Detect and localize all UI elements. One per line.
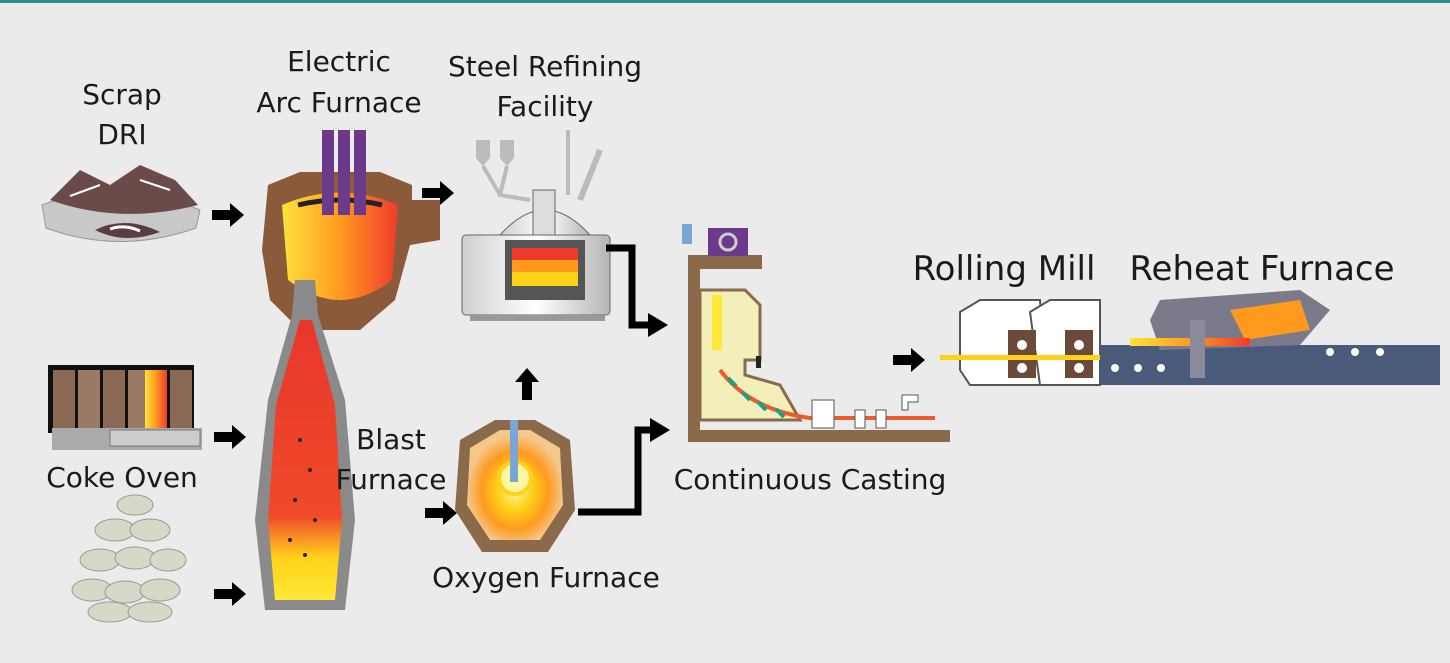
node-label: Rolling Mill bbox=[913, 249, 1096, 289]
node-label: Arc Furnace bbox=[256, 86, 421, 119]
node-label: Reheat Furnace bbox=[1129, 249, 1394, 289]
node-label: Oxygen Furnace bbox=[432, 561, 660, 594]
diagram: Scrap DRI Electric Arc Furnace Steel Ref… bbox=[0, 0, 1450, 663]
rolling-mill bbox=[940, 300, 1100, 385]
node-label: Facility bbox=[497, 90, 594, 123]
node-label: Steel Refining bbox=[448, 50, 642, 83]
node-label: Continuous Casting bbox=[674, 463, 947, 496]
node-label: Scrap bbox=[82, 78, 162, 111]
node-label: DRI bbox=[97, 118, 146, 151]
node-label: Electric bbox=[287, 45, 391, 78]
node-label: Blast bbox=[356, 423, 426, 456]
node-label: Coke Oven bbox=[46, 461, 198, 494]
node-label: Furnace bbox=[336, 463, 447, 496]
coke-oven bbox=[48, 365, 202, 450]
oxygen-furnace bbox=[455, 420, 575, 552]
top-rule bbox=[0, 0, 1450, 3]
